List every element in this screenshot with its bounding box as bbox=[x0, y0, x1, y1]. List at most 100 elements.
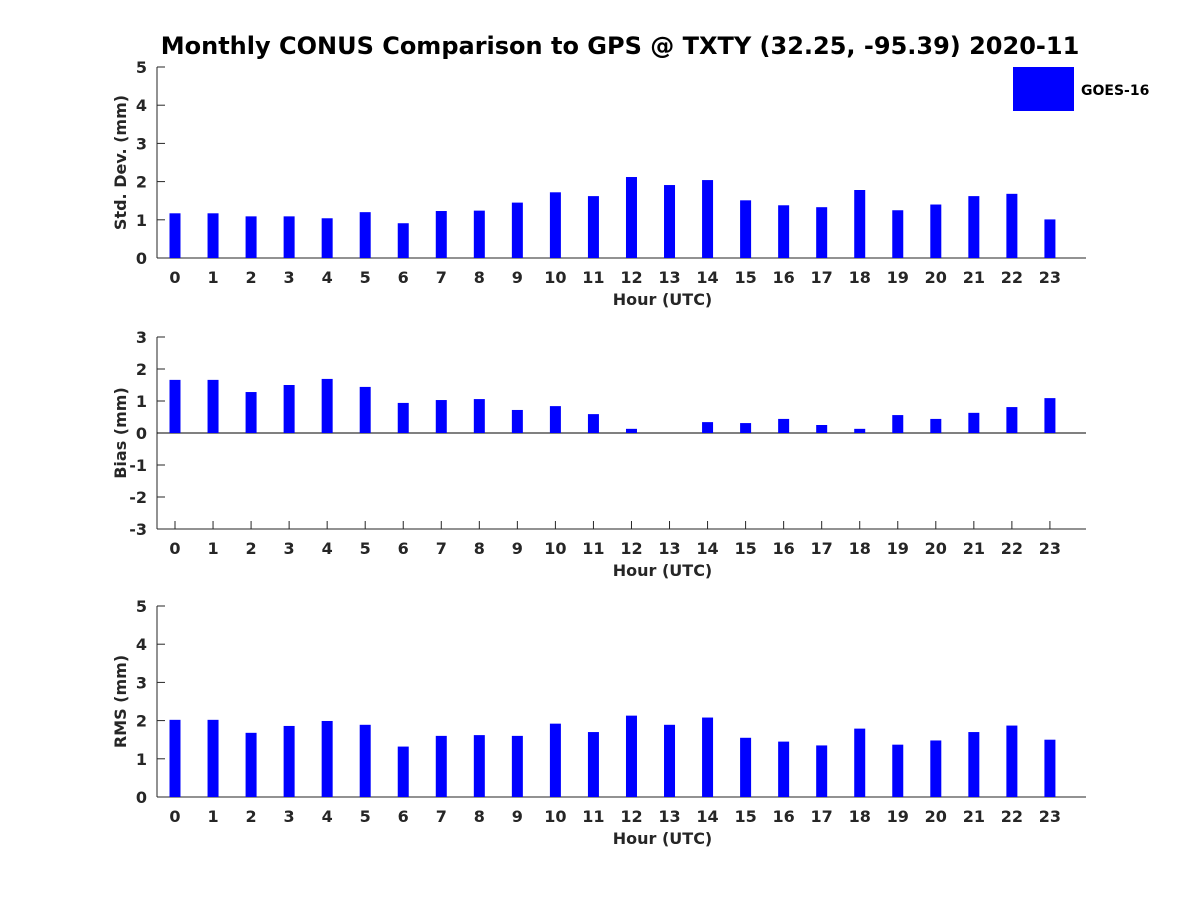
x-tick-label: 12 bbox=[620, 268, 642, 287]
bar bbox=[207, 213, 219, 258]
legend-swatch bbox=[1013, 67, 1074, 111]
x-tick-label: 5 bbox=[360, 268, 371, 287]
x-tick-label: 14 bbox=[696, 539, 718, 558]
x-tick-label: 14 bbox=[696, 807, 718, 826]
x-tick-label: 4 bbox=[322, 807, 333, 826]
x-tick-label: 9 bbox=[512, 539, 523, 558]
bar bbox=[359, 724, 371, 797]
x-tick-label: 6 bbox=[398, 807, 409, 826]
y-tick-label: -2 bbox=[129, 488, 147, 507]
x-tick-label: 9 bbox=[512, 268, 523, 287]
bar bbox=[854, 190, 866, 258]
x-tick-label: 21 bbox=[963, 807, 985, 826]
x-tick-label: 23 bbox=[1039, 539, 1061, 558]
x-tick-label: 19 bbox=[887, 807, 909, 826]
bar bbox=[854, 728, 866, 797]
x-tick-label: 6 bbox=[398, 268, 409, 287]
x-tick-label: 0 bbox=[169, 539, 180, 558]
y-tick-label: 0 bbox=[136, 788, 147, 807]
bar bbox=[397, 402, 409, 433]
x-tick-label: 8 bbox=[474, 268, 485, 287]
bar bbox=[625, 428, 637, 433]
bar bbox=[587, 732, 599, 797]
bar bbox=[816, 745, 828, 797]
x-tick-label: 3 bbox=[284, 807, 295, 826]
bar bbox=[740, 200, 752, 258]
legend: GOES-16 bbox=[1013, 67, 1149, 111]
x-tick-label: 17 bbox=[811, 807, 833, 826]
bar bbox=[169, 213, 181, 258]
x-tick-label: 2 bbox=[246, 539, 257, 558]
bar bbox=[778, 205, 790, 258]
bar bbox=[854, 428, 866, 433]
bar bbox=[511, 735, 523, 797]
y-tick-label: 3 bbox=[136, 673, 147, 692]
bar bbox=[321, 218, 333, 258]
bar bbox=[283, 216, 295, 258]
x-tick-label: 18 bbox=[849, 539, 871, 558]
x-tick-label: 22 bbox=[1001, 268, 1023, 287]
x-tick-label: 10 bbox=[544, 807, 566, 826]
bar bbox=[816, 207, 828, 258]
bar bbox=[549, 723, 561, 797]
y-tick-label: 4 bbox=[136, 96, 147, 115]
bar bbox=[245, 732, 257, 797]
x-tick-label: 1 bbox=[207, 807, 218, 826]
x-tick-label: 11 bbox=[582, 539, 604, 558]
y-tick-label: 2 bbox=[136, 173, 147, 192]
y-tick-label: 1 bbox=[136, 392, 147, 411]
x-tick-label: 19 bbox=[887, 539, 909, 558]
x-tick-label: 23 bbox=[1039, 807, 1061, 826]
bar bbox=[625, 177, 637, 258]
bar bbox=[359, 386, 371, 433]
bar bbox=[169, 719, 181, 797]
x-tick-label: 10 bbox=[544, 268, 566, 287]
bar bbox=[930, 204, 942, 258]
x-tick-label: 15 bbox=[734, 268, 756, 287]
x-tick-label: 2 bbox=[246, 807, 257, 826]
bar bbox=[359, 212, 371, 258]
x-tick-label: 9 bbox=[512, 807, 523, 826]
bar bbox=[511, 409, 523, 433]
bar bbox=[740, 423, 752, 433]
x-tick-label: 13 bbox=[658, 268, 680, 287]
y-tick-label: 1 bbox=[136, 211, 147, 230]
x-tick-label: 8 bbox=[474, 539, 485, 558]
x-axis-label: Hour (UTC) bbox=[613, 290, 713, 309]
bar bbox=[930, 740, 942, 797]
bar bbox=[397, 746, 409, 797]
bar bbox=[245, 216, 257, 258]
y-tick-label: 3 bbox=[136, 328, 147, 347]
bar bbox=[968, 732, 980, 797]
x-tick-label: 8 bbox=[474, 807, 485, 826]
bar bbox=[435, 400, 447, 433]
bar bbox=[283, 385, 295, 433]
x-tick-label: 7 bbox=[436, 268, 447, 287]
x-tick-label: 0 bbox=[169, 807, 180, 826]
x-tick-label: 21 bbox=[963, 268, 985, 287]
x-tick-label: 17 bbox=[811, 539, 833, 558]
bar bbox=[1044, 739, 1056, 797]
y-tick-label: 2 bbox=[136, 712, 147, 731]
bar bbox=[511, 202, 523, 258]
bar bbox=[435, 211, 447, 258]
x-tick-label: 15 bbox=[734, 807, 756, 826]
bar bbox=[740, 737, 752, 797]
bar bbox=[245, 392, 257, 433]
x-tick-label: 15 bbox=[734, 539, 756, 558]
y-tick-label: 5 bbox=[136, 597, 147, 616]
bar bbox=[473, 210, 485, 258]
x-tick-label: 18 bbox=[849, 807, 871, 826]
bar bbox=[930, 418, 942, 433]
bar bbox=[321, 720, 333, 797]
x-tick-label: 21 bbox=[963, 539, 985, 558]
y-axis-label: Bias (mm) bbox=[111, 387, 130, 479]
x-tick-label: 1 bbox=[207, 539, 218, 558]
legend-label: GOES-16 bbox=[1081, 83, 1149, 99]
bar bbox=[169, 379, 181, 433]
y-tick-label: 3 bbox=[136, 134, 147, 153]
bar bbox=[664, 724, 676, 797]
x-tick-label: 13 bbox=[658, 807, 680, 826]
bar bbox=[1006, 407, 1018, 433]
